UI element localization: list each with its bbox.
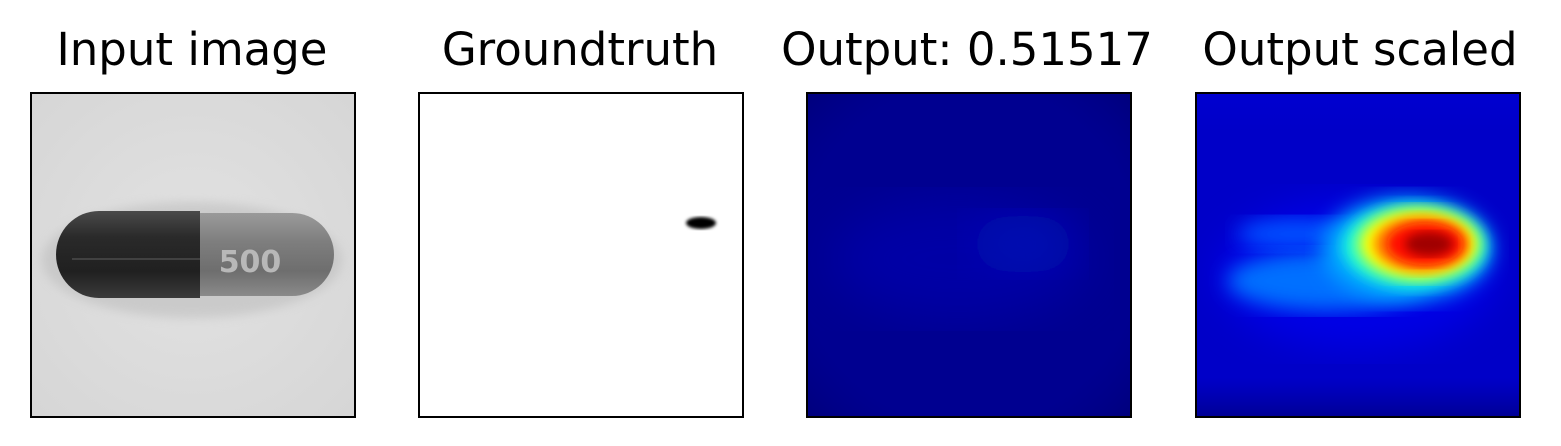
defect-region: [686, 217, 716, 229]
groundtruth-mask: [418, 92, 744, 418]
output-scaled-heatmap: [1195, 92, 1521, 418]
panel-title-output: Output: 0.51517: [781, 23, 1153, 76]
output-scaled-image: [1197, 94, 1519, 416]
capsule-body: [200, 213, 334, 296]
output-heatmap: [806, 92, 1132, 418]
capsule-photo: 500: [32, 94, 354, 416]
mask-image: [420, 94, 742, 416]
panel-title-groundtruth: Groundtruth: [441, 23, 719, 76]
output-image: [808, 94, 1130, 416]
capsule-cap: [56, 211, 200, 298]
panel-title-output-scaled: Output scaled: [1202, 23, 1518, 76]
input-image: 500: [30, 92, 356, 418]
capsule-print: 500: [219, 245, 282, 280]
panel-title-input: Input image: [56, 23, 328, 76]
